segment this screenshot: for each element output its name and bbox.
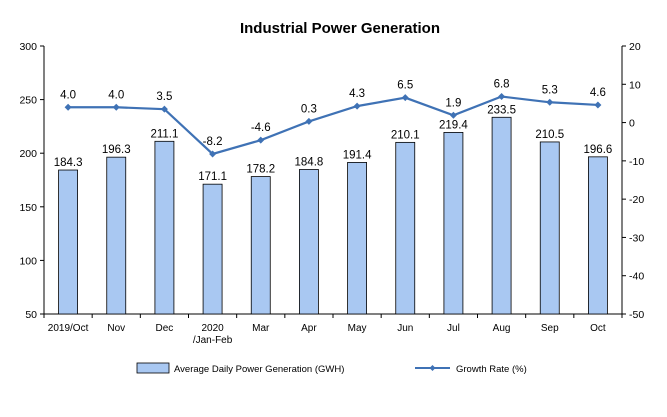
- growth-rate-point: [160, 105, 168, 113]
- left-axis-tick-label: 50: [25, 309, 37, 321]
- growth-rate-label: 5.3: [542, 84, 558, 96]
- bar-value-label: 191.4: [343, 149, 372, 161]
- growth-rate-point: [353, 102, 361, 110]
- growth-rate-label: -8.2: [203, 136, 223, 148]
- growth-rate-label: 3.5: [156, 91, 172, 103]
- left-axis-tick-label: 300: [19, 41, 37, 53]
- growth-rate-point: [257, 136, 265, 144]
- bar: [154, 140, 175, 315]
- growth-rate-point: [449, 111, 457, 119]
- x-axis-tick-label: May: [348, 323, 367, 334]
- bar: [250, 176, 271, 315]
- right-axis-tick-label: -20: [629, 194, 644, 206]
- x-axis-tick-label: Nov: [107, 323, 125, 334]
- growth-rate-label: 1.9: [445, 97, 461, 109]
- bar: [106, 156, 127, 315]
- bar: [443, 132, 464, 315]
- bar: [347, 162, 367, 315]
- x-axis-tick-label: Oct: [590, 323, 606, 334]
- x-axis-tick-label: Sep: [541, 323, 559, 334]
- growth-rate-point: [112, 103, 120, 111]
- growth-rate-point: [401, 94, 409, 102]
- growth-rate-label: 4.0: [60, 89, 76, 101]
- bar: [491, 116, 512, 315]
- legend-line-label: Growth Rate (%): [456, 364, 527, 375]
- bar: [58, 169, 78, 315]
- growth-rate-label: 4.0: [108, 89, 124, 101]
- bar-value-label: 184.3: [54, 157, 83, 169]
- bar: [202, 183, 223, 315]
- right-axis-tick-label: 10: [629, 79, 641, 91]
- growth-rate-point: [498, 93, 506, 101]
- x-axis-tick-label: Aug: [493, 323, 511, 334]
- x-axis-tick-label: 2019/Oct: [48, 323, 89, 334]
- right-axis-tick-label: -40: [629, 271, 644, 283]
- growth-rate-line: [68, 95, 598, 156]
- x-axis-tick-label: 2020: [201, 323, 224, 334]
- growth-rate-point: [209, 150, 217, 158]
- bar-value-label: 211.1: [150, 128, 178, 140]
- x-axis-tick-label: /Jan-Feb: [193, 335, 233, 346]
- bar-value-label: 178.2: [246, 164, 275, 176]
- bar: [395, 141, 416, 315]
- bar-value-label: 219.4: [439, 119, 468, 131]
- growth-rate-label: -4.6: [251, 122, 271, 134]
- right-axis-tick-label: 0: [629, 118, 635, 130]
- growth-rate-point: [594, 101, 602, 109]
- bar: [299, 169, 319, 315]
- legend-bar-swatch: [136, 362, 170, 374]
- x-axis-tick-label: Mar: [252, 323, 270, 334]
- bar-value-label: 210.5: [535, 129, 564, 141]
- chart-title: Industrial Power Generation: [240, 20, 440, 37]
- growth-rate-point: [64, 103, 72, 111]
- growth-rate-label: 6.8: [494, 79, 510, 91]
- left-axis-tick-label: 250: [19, 95, 37, 107]
- growth-rate-point: [546, 98, 554, 106]
- bar: [588, 156, 608, 315]
- x-axis-tick-label: Jun: [397, 323, 413, 334]
- growth-rate-label: 4.3: [349, 88, 365, 100]
- bar-value-label: 196.3: [102, 144, 131, 156]
- x-axis-tick-label: Dec: [156, 323, 174, 334]
- bar-value-label: 210.1: [391, 129, 420, 141]
- x-axis-tick-label: Jul: [447, 323, 460, 334]
- bar-value-label: 196.6: [584, 144, 613, 156]
- legend-line-marker: [429, 365, 436, 371]
- right-axis-tick-label: -10: [629, 156, 644, 168]
- growth-rate-label: 0.3: [301, 103, 317, 115]
- bar: [539, 141, 560, 315]
- bar-value-label: 233.5: [487, 104, 516, 116]
- x-axis-tick-label: Apr: [301, 323, 317, 334]
- growth-rate-label: 6.5: [397, 80, 413, 92]
- right-axis-tick-label: -30: [629, 232, 644, 244]
- bar-value-label: 171.1: [198, 171, 227, 183]
- growth-rate-point: [305, 117, 313, 125]
- legend-bar-label: Average Daily Power Generation (GWH): [174, 364, 344, 375]
- right-axis-tick-label: -50: [629, 309, 644, 321]
- bar-value-label: 184.8: [295, 156, 324, 168]
- right-axis-tick-label: 20: [629, 41, 641, 53]
- left-axis-tick-label: 200: [19, 148, 37, 160]
- left-axis-tick-label: 100: [19, 255, 37, 267]
- left-axis-tick-label: 150: [19, 202, 37, 214]
- growth-rate-label: 4.6: [590, 87, 606, 99]
